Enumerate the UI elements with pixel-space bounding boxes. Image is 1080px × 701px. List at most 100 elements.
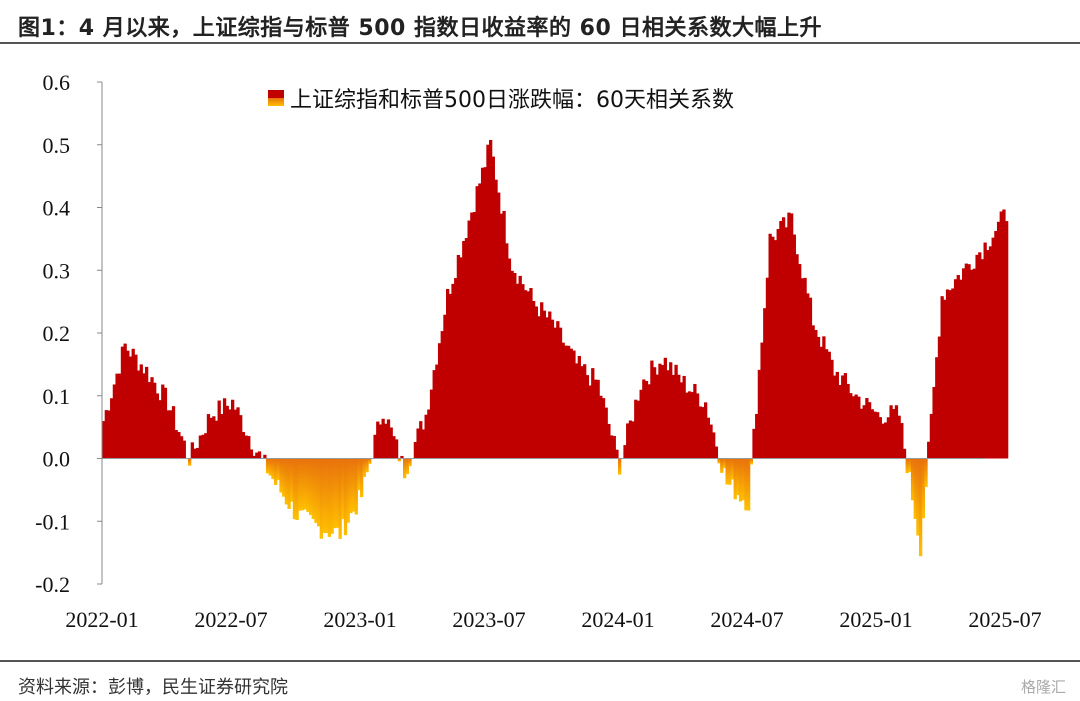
positive-bar: [583, 364, 587, 459]
positive-bar: [970, 269, 974, 459]
negative-bar: [279, 458, 283, 493]
negative-bar: [354, 458, 358, 515]
chart-area: 0.60.50.40.30.20.10.0-0.1-0.2 2022-01 202…: [35, 70, 1041, 632]
positive-bar: [808, 297, 813, 459]
negative-bar: [725, 458, 729, 485]
positive-bar: [889, 405, 893, 459]
positive-bar: [376, 421, 380, 459]
positive-bar: [150, 377, 154, 459]
positive-bar: [155, 393, 160, 459]
positive-bar: [669, 362, 673, 459]
positive-bar: [811, 325, 815, 459]
title-rule: [0, 42, 1080, 44]
positive-bar: [652, 367, 657, 459]
positive-bar: [962, 268, 966, 459]
positive-bar: [940, 296, 944, 459]
negative-bar: [736, 458, 740, 496]
x-tick-label: 2023-07: [452, 607, 525, 632]
positive-bar: [392, 436, 396, 459]
positive-bar: [599, 395, 603, 459]
positive-bar: [534, 306, 538, 459]
positive-bar: [757, 369, 762, 459]
positive-bar: [193, 448, 197, 459]
x-tick-label: 2025-01: [839, 607, 912, 632]
positive-bar: [435, 364, 439, 459]
positive-bar: [553, 327, 557, 459]
positive-bar: [876, 412, 880, 459]
positive-bar: [464, 238, 469, 459]
positive-bar: [107, 410, 111, 459]
y-tick-label: 0.2: [43, 321, 71, 346]
positive-bar: [591, 368, 595, 459]
positive-bar: [800, 278, 805, 459]
positive-bar: [394, 439, 399, 459]
positive-bar: [752, 428, 756, 459]
positive-bar: [709, 424, 713, 459]
positive-bar: [577, 355, 581, 459]
positive-bar: [671, 374, 676, 459]
positive-bar: [217, 400, 221, 459]
negative-bar: [338, 458, 342, 539]
positive-bar: [604, 407, 608, 459]
positive-bar: [593, 379, 598, 459]
positive-bar: [712, 432, 716, 459]
negative-bar: [303, 458, 307, 510]
x-tick-label: 2025-07: [968, 607, 1041, 632]
positive-bar: [400, 455, 404, 459]
positive-bar: [679, 382, 684, 459]
positive-bar: [704, 402, 708, 459]
positive-bar: [843, 373, 848, 459]
positive-bar: [126, 350, 130, 459]
positive-bar: [644, 380, 649, 459]
negative-bar: [722, 458, 727, 469]
positive-bar: [585, 375, 590, 459]
y-tick-label: 0.1: [43, 384, 71, 409]
positive-bar: [147, 382, 151, 459]
positive-bar: [953, 279, 958, 459]
positive-bar: [249, 449, 254, 459]
negative-bar: [330, 458, 334, 534]
positive-bar: [967, 264, 971, 459]
positive-bar: [381, 418, 385, 459]
positive-bar: [628, 420, 633, 459]
positive-bar: [803, 277, 807, 459]
negative-bar: [290, 458, 294, 502]
positive-bar: [558, 327, 563, 459]
positive-bar: [983, 242, 987, 459]
positive-bar: [615, 449, 619, 459]
positive-bar: [518, 275, 522, 459]
positive-bar: [225, 405, 229, 459]
positive-bar: [263, 454, 267, 459]
positive-bar: [634, 399, 638, 459]
positive-bar: [470, 212, 474, 459]
positive-bar: [252, 455, 256, 459]
positive-bar: [550, 319, 555, 459]
positive-bar: [650, 360, 654, 459]
positive-bar: [623, 445, 627, 459]
positive-bar: [677, 374, 681, 459]
positive-bar: [878, 417, 882, 459]
positive-bar: [884, 422, 888, 459]
positive-bar: [212, 416, 216, 459]
positive-bar: [373, 434, 377, 459]
y-axis: 0.6 0.5 0.4 0.3 0.2 0.1 0.0 -0.1 -0.2: [35, 70, 102, 597]
positive-bar: [239, 415, 243, 459]
positive-bar: [773, 240, 778, 459]
negative-bar: [346, 458, 350, 523]
positive-bar: [526, 291, 530, 459]
positive-bar: [171, 406, 176, 459]
positive-bar: [631, 421, 635, 459]
positive-bar: [196, 447, 200, 459]
negative-bar: [924, 458, 928, 487]
positive-bar: [639, 389, 643, 459]
negative-bar: [343, 458, 348, 536]
negative-bar: [325, 458, 329, 534]
positive-bar: [443, 314, 447, 459]
positive-bar: [601, 398, 606, 459]
positive-bar: [456, 254, 461, 459]
negative-bar: [738, 458, 743, 502]
negative-bar: [274, 458, 278, 485]
negative-bar: [349, 458, 353, 514]
positive-bar: [566, 345, 571, 459]
positive-bar: [994, 230, 998, 459]
